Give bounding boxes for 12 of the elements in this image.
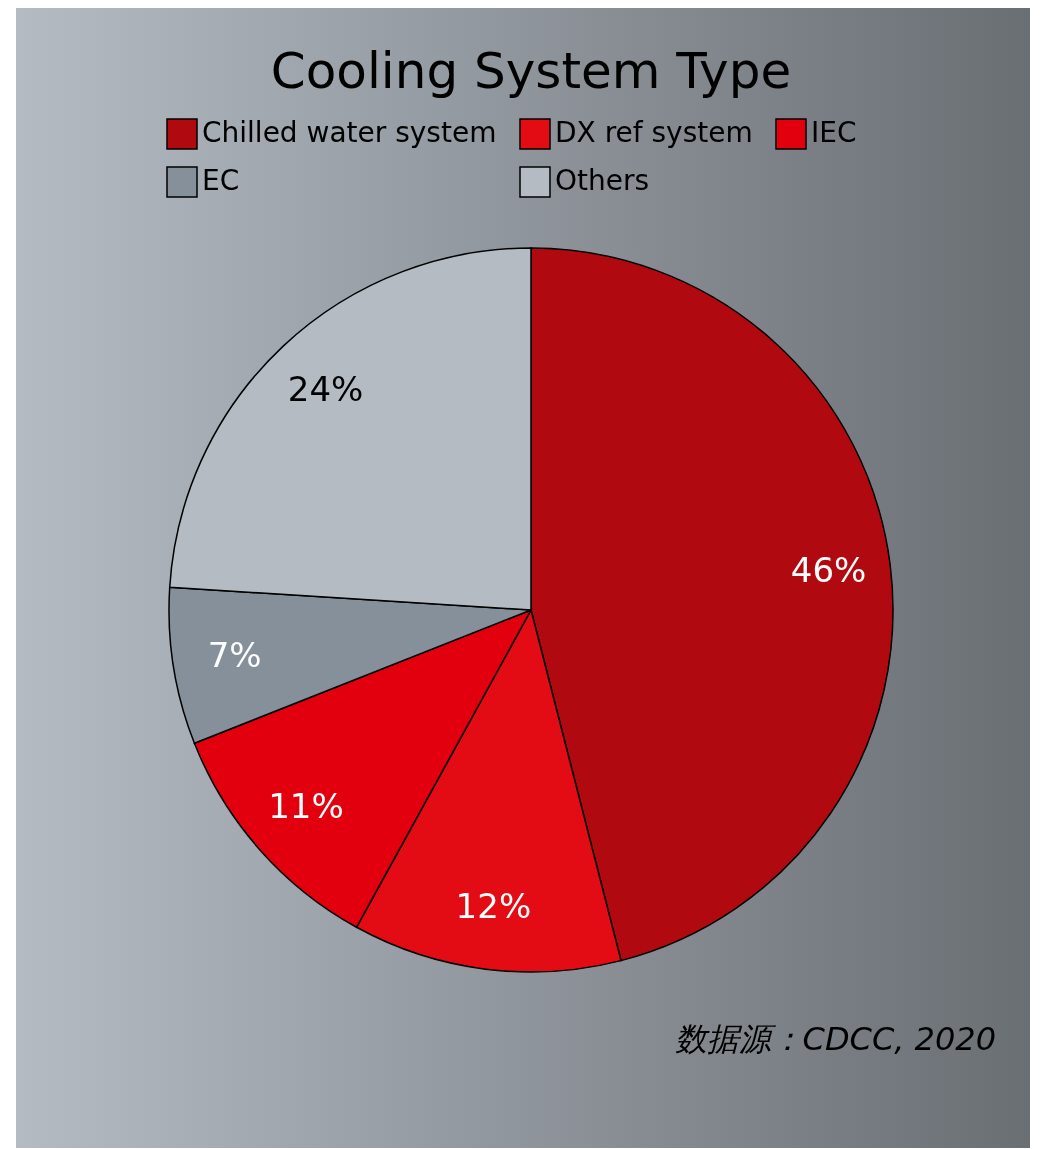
legend-label: DX ref system	[555, 116, 753, 149]
legend-label: IEC	[811, 116, 857, 149]
data-label: 7%	[207, 634, 262, 675]
legend-label: Chilled water system	[202, 116, 497, 149]
data-label: 24%	[287, 369, 364, 410]
legend-label: EC	[202, 164, 240, 197]
data-label: 46%	[790, 550, 867, 591]
data-label: 12%	[455, 885, 532, 926]
legend-label: Others	[555, 164, 650, 197]
text: 数据源：CDCC, 2020	[674, 1020, 996, 1058]
chart-title: Cooling System Type	[270, 42, 792, 100]
data-label: 11%	[268, 786, 344, 827]
